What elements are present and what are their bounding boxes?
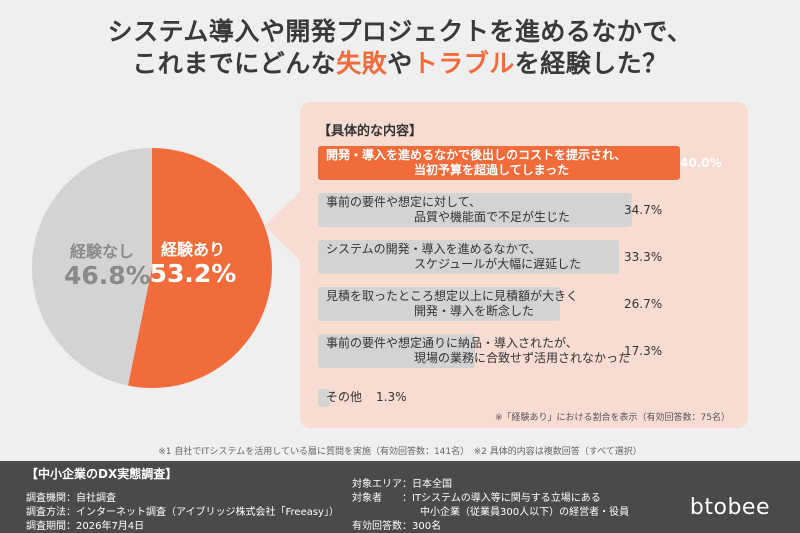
pie-label-yes: 経験あり 53.2% [148, 236, 238, 288]
bar-value-label: 17.3% [624, 344, 663, 358]
survey-responses: 有効回答数：300名 [352, 521, 442, 532]
bar-label-line1: 事前の要件や想定に対して、 [326, 195, 482, 209]
pie-label-no: 経験なし 46.8% [64, 238, 151, 290]
bar-label: その他 [326, 390, 362, 405]
bar [318, 240, 620, 274]
bar-label-line2: 品質や機能面で不足が生じた [414, 210, 571, 224]
title-highlight-trouble: トラブル [412, 49, 515, 78]
survey-footer: 【中小企業のDX実態調査】 調査機関：自社調査 調査方法：インターネット調査（ア… [0, 461, 800, 533]
callout-pointer [264, 190, 302, 262]
bar-label-line1: 見積を取ったところ想定以上に見積額が大きく [326, 289, 579, 303]
bar-value-label: 40.0% [680, 156, 722, 170]
bar-label: システムの開発・導入を進めるなかで、 スケジュールが大幅に遅延した [326, 242, 581, 272]
title-highlight-failure: 失敗 [336, 49, 388, 78]
bar-label-line1: 開発・導入を進めるなかで後出しのコストを提示され、 [326, 148, 627, 162]
bar [318, 146, 680, 180]
bar-label-line2: 開発・導入を断念した [414, 304, 535, 318]
footnote: ※1 自社でITシステムを活用している層に質問を実施（有効回答数：141名） ※… [158, 447, 642, 457]
survey-period: 調査期間：2026年7月4日 [26, 521, 145, 532]
bar [318, 334, 475, 368]
bar-label: 開発・導入を進めるなかで後出しのコストを提示され、 当初予算を超過してしまった [326, 148, 626, 178]
bar-chart-title: 【具体的な内容】 [318, 124, 423, 139]
pie-label-no-name: 経験なし [69, 242, 134, 261]
bar [318, 389, 330, 407]
chart-title-line1: システム導入や開発プロジェクトを進めるなかで、 [107, 17, 693, 46]
bar-label: 事前の要件や想定通りに納品・導入されたが、 現場の業務に合致せず活用されなかった [326, 336, 630, 366]
bar-value-label: 1.3% [376, 390, 407, 404]
survey-title: 【中小企業のDX実態調査】 [26, 467, 178, 481]
bar-value-label: 26.7% [624, 297, 663, 311]
bar-label-line1: 事前の要件や想定通りに納品・導入されたが、 [326, 336, 578, 350]
btobee-logo: btobee [689, 495, 770, 520]
bar-label-line2: 現場の業務に合致せず活用されなかった [414, 351, 631, 365]
bar-label: 事前の要件や想定に対して、 品質や機能面で不足が生じた [326, 195, 570, 225]
survey-target-cont: 中小企業（従業員300人以下）の経営者・役員 [420, 507, 630, 518]
bar [318, 193, 633, 227]
bar-value-label: 34.7% [624, 203, 663, 217]
survey-area: 対象エリア：日本全国 [352, 479, 452, 490]
survey-org: 調査機関：自社調査 [26, 493, 116, 504]
bar-chart-note: ※「経験あり」における割合を表示（有効回答数：75名） [495, 413, 730, 423]
pie-label-yes-name: 経験あり [160, 240, 225, 259]
bar-value-label: 33.3% [624, 250, 663, 264]
bar-label: 見積を取ったところ想定以上に見積額が大きく 開発・導入を断念した [326, 289, 578, 319]
bar-label-line2: 当初予算を超過してしまった [414, 163, 570, 177]
survey-method: 調査方法：インターネット調査（アイブリッジ株式会社「Freeasy」） [26, 507, 339, 518]
bar-label-line2: スケジュールが大幅に遅延した [414, 257, 582, 271]
chart-title-line2: これまでにどんな失敗やトラブルを経験した？ [132, 49, 668, 78]
bar [318, 287, 560, 321]
pie-label-yes-value: 53.2% [149, 259, 237, 288]
survey-target: 対象者 ：ITシステムの導入等に関与する立場にある [352, 493, 601, 504]
bar-label-line1: システムの開発・導入を進めるなかで、 [326, 242, 542, 256]
pie-label-no-value: 46.8% [64, 261, 151, 290]
bar-label-line1: その他 [326, 390, 363, 404]
